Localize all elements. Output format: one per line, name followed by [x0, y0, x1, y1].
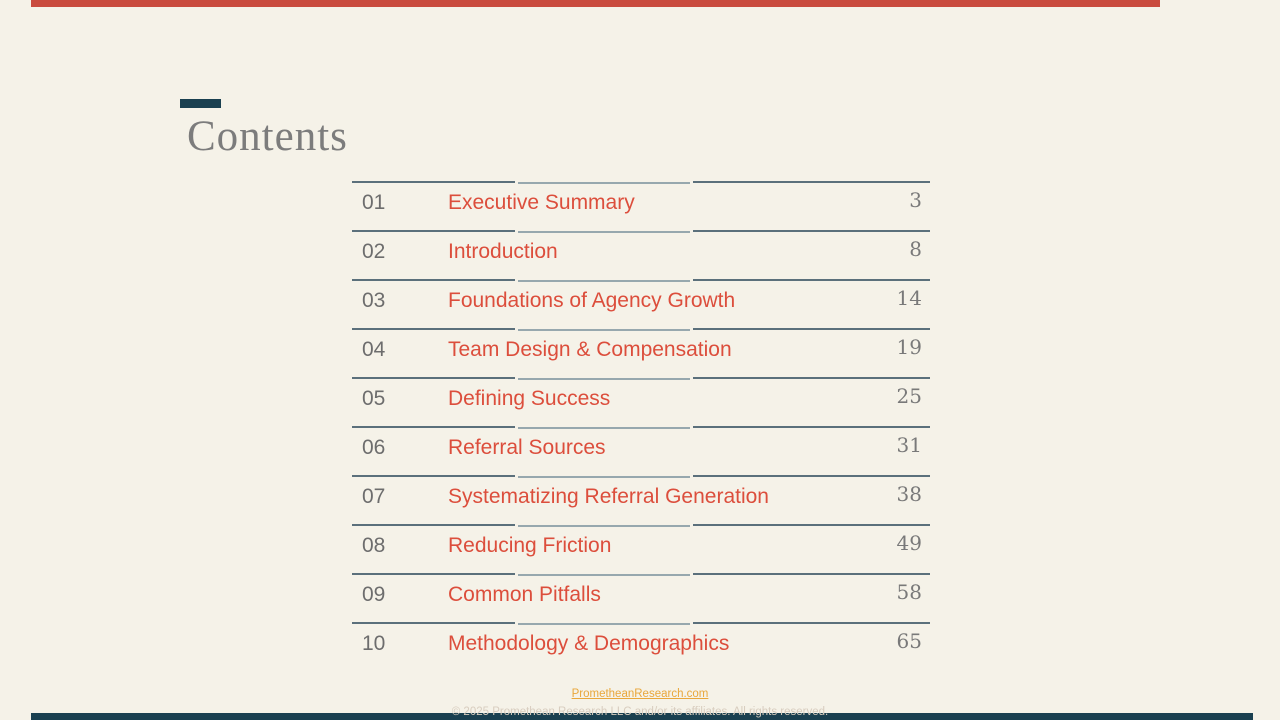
row-divider [352, 426, 930, 430]
row-divider [352, 475, 930, 479]
toc-row: 09 Common Pitfalls 58 [352, 573, 930, 622]
row-divider-segment [693, 475, 930, 477]
toc-row-content: 04 Team Design & Compensation 19 [352, 328, 930, 377]
toc-row: 06 Referral Sources 31 [352, 426, 930, 475]
slide-footer: PrometheanResearch.com © 2025 Promethean… [0, 683, 1280, 719]
toc-page-number: 8 [909, 237, 922, 261]
top-accent-bar [31, 0, 1160, 7]
toc-row: 10 Methodology & Demographics 65 [352, 622, 930, 671]
row-divider-segment [693, 622, 930, 624]
toc-section-number: 08 [362, 534, 386, 557]
row-divider-segment [352, 475, 515, 477]
page-title: Contents [187, 113, 348, 160]
table-of-contents: 01 Executive Summary 3 02 Introduction 8 03 Fou… [352, 181, 930, 671]
toc-section-number: 07 [362, 485, 386, 508]
row-divider-segment [693, 524, 930, 526]
toc-row-content: 08 Reducing Friction 49 [352, 524, 930, 573]
toc-section-number: 02 [362, 240, 386, 263]
row-divider-segment [693, 279, 930, 281]
toc-section-link[interactable]: Reducing Friction [448, 534, 612, 557]
row-divider-segment [518, 280, 690, 282]
toc-row: 08 Reducing Friction 49 [352, 524, 930, 573]
toc-row-content: 03 Foundations of Agency Growth 14 [352, 279, 930, 328]
row-divider-segment [693, 377, 930, 379]
toc-row: 03 Foundations of Agency Growth 14 [352, 279, 930, 328]
row-divider-segment [518, 427, 690, 429]
row-divider-segment [693, 328, 930, 330]
row-divider-segment [693, 426, 930, 428]
row-divider-segment [352, 181, 515, 183]
toc-section-number: 04 [362, 338, 386, 361]
row-divider-segment [518, 182, 690, 184]
toc-page-number: 65 [896, 629, 922, 653]
toc-section-link[interactable]: Executive Summary [448, 191, 635, 214]
footer-copyright: © 2025 Promethean Research LLC and/or it… [451, 706, 829, 718]
toc-row-content: 09 Common Pitfalls 58 [352, 573, 930, 622]
toc-page-number: 19 [896, 335, 922, 359]
row-divider-segment [352, 279, 515, 281]
row-divider-segment [352, 622, 515, 624]
toc-section-link[interactable]: Team Design & Compensation [448, 338, 732, 361]
row-divider [352, 377, 930, 381]
row-divider-segment [518, 574, 690, 576]
toc-row-content: 10 Methodology & Demographics 65 [352, 622, 930, 671]
toc-row: 05 Defining Success 25 [352, 377, 930, 426]
toc-section-number: 05 [362, 387, 386, 410]
row-divider-segment [352, 426, 515, 428]
toc-section-link[interactable]: Systematizing Referral Generation [448, 485, 769, 508]
toc-section-link[interactable]: Introduction [448, 240, 558, 263]
toc-section-number: 01 [362, 191, 386, 214]
toc-section-link[interactable]: Common Pitfalls [448, 583, 601, 606]
toc-section-link[interactable]: Foundations of Agency Growth [448, 289, 736, 312]
toc-section-number: 10 [362, 632, 386, 655]
row-divider-segment [352, 524, 515, 526]
toc-section-number: 06 [362, 436, 386, 459]
toc-page-number: 31 [896, 433, 922, 457]
row-divider [352, 181, 930, 185]
toc-row: 04 Team Design & Compensation 19 [352, 328, 930, 377]
toc-page-number: 25 [896, 384, 922, 408]
toc-row-content: 02 Introduction 8 [352, 230, 930, 279]
toc-page-number: 58 [896, 580, 922, 604]
row-divider-segment [693, 230, 930, 232]
row-divider [352, 328, 930, 332]
row-divider-segment [352, 230, 515, 232]
row-divider-segment [518, 623, 690, 625]
row-divider [352, 524, 930, 528]
title-accent-rect [180, 99, 221, 108]
toc-section-link[interactable]: Methodology & Demographics [448, 632, 730, 655]
row-divider-segment [693, 181, 930, 183]
toc-page-number: 38 [896, 482, 922, 506]
row-divider [352, 230, 930, 234]
toc-row-content: 06 Referral Sources 31 [352, 426, 930, 475]
toc-row-content: 01 Executive Summary 3 [352, 181, 930, 230]
row-divider [352, 573, 930, 577]
row-divider-segment [693, 573, 930, 575]
footer-website-link[interactable]: PrometheanResearch.com [571, 688, 709, 700]
toc-row: 07 Systematizing Referral Generation 38 [352, 475, 930, 524]
toc-section-link[interactable]: Defining Success [448, 387, 611, 410]
row-divider [352, 622, 930, 626]
toc-section-number: 09 [362, 583, 386, 606]
toc-row-content: 05 Defining Success 25 [352, 377, 930, 426]
toc-section-number: 03 [362, 289, 386, 312]
row-divider-segment [518, 378, 690, 380]
toc-row: 01 Executive Summary 3 [352, 181, 930, 230]
row-divider-segment [518, 525, 690, 527]
toc-row: 02 Introduction 8 [352, 230, 930, 279]
toc-page-number: 49 [896, 531, 922, 555]
toc-section-link[interactable]: Referral Sources [448, 436, 606, 459]
toc-page-number: 14 [896, 286, 922, 310]
toc-row-content: 07 Systematizing Referral Generation 38 [352, 475, 930, 524]
row-divider-segment [352, 328, 515, 330]
bottom-accent-bar [31, 713, 1253, 720]
row-divider-segment [352, 377, 515, 379]
row-divider-segment [352, 573, 515, 575]
row-divider [352, 279, 930, 283]
row-divider-segment [518, 231, 690, 233]
toc-page-number: 3 [909, 188, 922, 212]
row-divider-segment [518, 329, 690, 331]
row-divider-segment [518, 476, 690, 478]
